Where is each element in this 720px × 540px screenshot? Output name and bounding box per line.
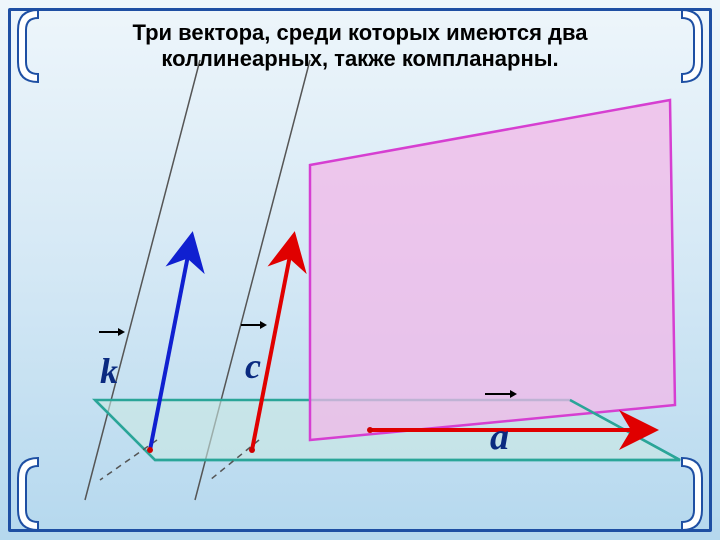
corner-bracket-br <box>674 454 714 534</box>
corner-bracket-tl <box>6 6 46 86</box>
label-a: a <box>490 415 509 459</box>
slide-title: Три вектора, среди которых имеются два к… <box>0 20 720 72</box>
label-k: k <box>100 350 118 392</box>
diagram-svg <box>0 0 720 540</box>
corner-bracket-tr <box>674 6 714 86</box>
corner-bracket-bl <box>6 454 46 534</box>
over-arrow-a-icon <box>484 388 518 400</box>
label-c: c <box>245 345 261 387</box>
over-arrow-k-icon <box>98 326 126 338</box>
label-k-text: k <box>100 351 118 391</box>
over-arrow-c-icon <box>240 319 268 331</box>
title-line1: Три вектора, среди которых имеются два <box>0 20 720 46</box>
label-c-text: c <box>245 346 261 386</box>
title-line2: коллинеарных, также компланарны. <box>0 46 720 72</box>
label-a-text: a <box>490 416 509 458</box>
